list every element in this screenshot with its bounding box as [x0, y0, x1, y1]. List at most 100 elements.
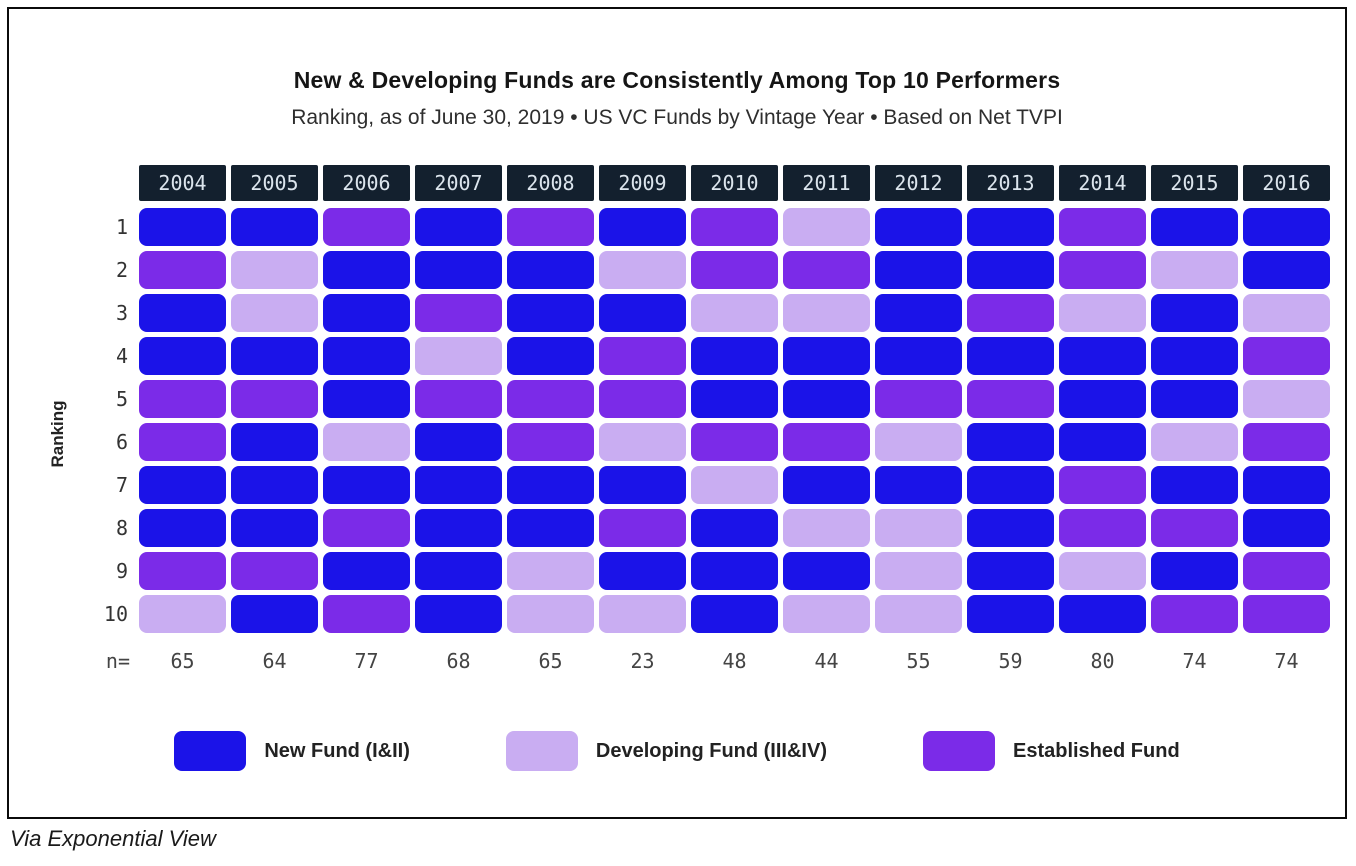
cell-2009-rank-8 [599, 509, 686, 547]
cell-2008-rank-3 [507, 294, 594, 332]
cell-2008-rank-1 [507, 208, 594, 246]
year-header-2005: 2005 [231, 165, 318, 201]
cell-2007-rank-6 [415, 423, 502, 461]
cell-2013-rank-7 [967, 466, 1054, 504]
cell-2013-rank-8 [967, 509, 1054, 547]
cell-2012-rank-7 [875, 466, 962, 504]
n-value-2009: 23 [630, 649, 655, 673]
cell-2005-rank-4 [231, 337, 318, 375]
cell-2014-rank-5 [1059, 380, 1146, 418]
cell-2010-rank-6 [691, 423, 778, 461]
legend-label-established_fund: Established Fund [1012, 739, 1180, 762]
cell-2011-rank-4 [783, 337, 870, 375]
cell-2005-rank-10 [231, 595, 318, 633]
chart-title: New & Developing Funds are Consistently … [293, 67, 1061, 93]
chart-subtitle: Ranking, as of June 30, 2019 • US VC Fun… [291, 106, 1063, 129]
cell-2005-rank-1 [231, 208, 318, 246]
cell-2010-rank-8 [691, 509, 778, 547]
n-value-2006: 77 [354, 649, 379, 673]
cell-2006-rank-7 [323, 466, 410, 504]
cell-2011-rank-10 [783, 595, 870, 633]
cell-2008-rank-8 [507, 509, 594, 547]
cell-2016-rank-8 [1243, 509, 1330, 547]
cell-2015-rank-6 [1151, 423, 1238, 461]
n-value-2011: 44 [814, 649, 839, 673]
cell-2016-rank-6 [1243, 423, 1330, 461]
rank-label-4: 4 [115, 344, 128, 368]
cell-2005-rank-2 [231, 251, 318, 289]
n-value-2012: 55 [906, 649, 931, 673]
cell-2012-rank-3 [875, 294, 962, 332]
cell-2006-rank-5 [323, 380, 410, 418]
cell-2007-rank-3 [415, 294, 502, 332]
cell-2005-rank-3 [231, 294, 318, 332]
cell-2014-rank-9 [1059, 552, 1146, 590]
attribution-text: Via Exponential View [10, 826, 216, 851]
cell-2012-rank-9 [875, 552, 962, 590]
cell-2014-rank-4 [1059, 337, 1146, 375]
ranking-heatmap-grid: 2004 2005 2006 2007 2008 2009 2010 2011 2012 2013… [86, 165, 1330, 676]
year-header-2011: 2011 [783, 165, 870, 201]
cell-2007-rank-9 [415, 552, 502, 590]
cell-2016-rank-7 [1243, 466, 1330, 504]
cell-2013-rank-9 [967, 552, 1054, 590]
rank-label-2: 2 [115, 258, 128, 282]
cell-2004-rank-2 [139, 251, 226, 289]
cell-2015-rank-4 [1151, 337, 1238, 375]
cell-2016-rank-3 [1243, 294, 1330, 332]
rank-label-9: 9 [115, 559, 128, 583]
cell-2011-rank-5 [783, 380, 870, 418]
cell-2009-rank-6 [599, 423, 686, 461]
cell-2015-rank-1 [1151, 208, 1238, 246]
year-header-2015: 2015 [1151, 165, 1238, 201]
cell-2007-rank-8 [415, 509, 502, 547]
rank-label-6: 6 [115, 430, 128, 454]
cell-2009-rank-3 [599, 294, 686, 332]
rank-label-10: 10 [103, 602, 128, 626]
cell-2016-rank-2 [1243, 251, 1330, 289]
cell-2009-rank-5 [599, 380, 686, 418]
cell-2007-rank-2 [415, 251, 502, 289]
year-header-2004: 2004 [139, 165, 226, 201]
cell-2006-rank-2 [323, 251, 410, 289]
cell-2010-rank-9 [691, 552, 778, 590]
cell-2007-rank-10 [415, 595, 502, 633]
cell-2010-rank-3 [691, 294, 778, 332]
n-value-2016: 74 [1274, 649, 1299, 673]
cell-2004-rank-6 [139, 423, 226, 461]
cell-2006-rank-4 [323, 337, 410, 375]
year-header-2016: 2016 [1243, 165, 1330, 201]
cell-2006-rank-6 [323, 423, 410, 461]
cell-2014-rank-3 [1059, 294, 1146, 332]
rank-label-7: 7 [115, 473, 128, 497]
n-value-2015: 74 [1182, 649, 1207, 673]
cell-2015-rank-9 [1151, 552, 1238, 590]
cell-2009-rank-2 [599, 251, 686, 289]
cell-2012-rank-2 [875, 251, 962, 289]
cell-2015-rank-7 [1151, 466, 1238, 504]
cell-2004-rank-4 [139, 337, 226, 375]
cell-2007-rank-7 [415, 466, 502, 504]
cell-2007-rank-5 [415, 380, 502, 418]
cell-2013-rank-3 [967, 294, 1054, 332]
cell-2008-rank-10 [507, 595, 594, 633]
cell-2014-rank-10 [1059, 595, 1146, 633]
cell-2015-rank-3 [1151, 294, 1238, 332]
cell-2016-rank-4 [1243, 337, 1330, 375]
cell-2010-rank-10 [691, 595, 778, 633]
n-value-2004: 65 [170, 649, 195, 673]
legend-label-new_fund: New Fund (I&II) [264, 739, 410, 762]
n-value-2010: 48 [722, 649, 747, 673]
cell-2011-rank-9 [783, 552, 870, 590]
cell-2008-rank-4 [507, 337, 594, 375]
legend-item-established_fund: Established Fund [922, 731, 1180, 771]
cell-2009-rank-10 [599, 595, 686, 633]
cell-2015-rank-10 [1151, 595, 1238, 633]
cell-2006-rank-10 [323, 595, 410, 633]
cell-2008-rank-2 [507, 251, 594, 289]
cell-2010-rank-1 [691, 208, 778, 246]
cell-2012-rank-8 [875, 509, 962, 547]
cell-2008-rank-9 [507, 552, 594, 590]
cell-2015-rank-8 [1151, 509, 1238, 547]
cell-2011-rank-2 [783, 251, 870, 289]
